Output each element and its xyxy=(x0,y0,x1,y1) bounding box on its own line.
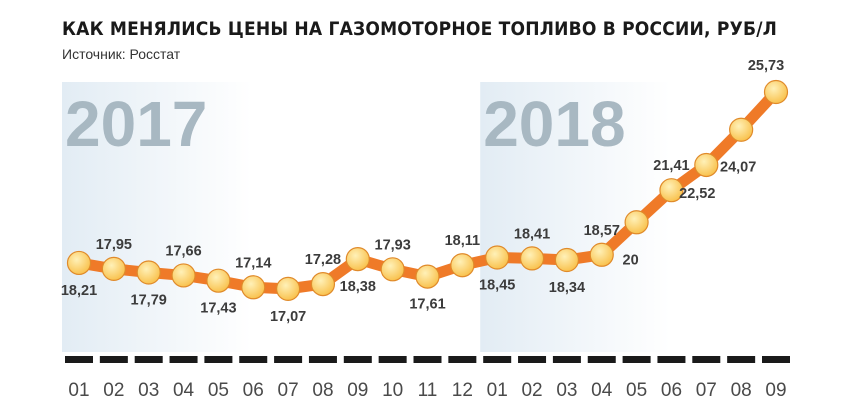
timeline-tick xyxy=(134,356,163,363)
data-point xyxy=(415,264,440,289)
timeline-tick xyxy=(204,356,233,363)
data-point xyxy=(729,117,754,142)
timeline-tick xyxy=(657,356,686,363)
data-label: 18,21 xyxy=(61,283,97,299)
timeline-tick xyxy=(552,356,581,363)
month-label: 11 xyxy=(418,380,438,401)
month-label: 09 xyxy=(765,380,786,401)
data-label: 22,52 xyxy=(679,186,715,202)
data-label: 18,41 xyxy=(514,226,550,242)
chart-title: КАК МЕНЯЛИСЬ ЦЕНЫ НА ГАЗОМОТОРНОЕ ТОПЛИВ… xyxy=(62,18,778,40)
data-label: 17,95 xyxy=(96,237,132,253)
timeline-tick xyxy=(762,356,790,363)
timeline-tick xyxy=(727,356,756,363)
data-point xyxy=(310,271,336,297)
data-label: 18,38 xyxy=(340,279,376,295)
data-label: 17,07 xyxy=(270,309,306,325)
month-label: 05 xyxy=(626,380,647,401)
year-labels: 2017 2018 xyxy=(65,88,626,160)
timeline-tick xyxy=(274,356,303,363)
data-label: 17,93 xyxy=(375,237,411,253)
month-label: 04 xyxy=(173,380,195,401)
data-labels: 18,21 17,95 17,79 17,66 17,43 17,14 17,07 17,28… xyxy=(61,58,784,325)
data-point xyxy=(380,257,405,282)
timeline-tick xyxy=(239,356,268,363)
timeline-tick xyxy=(622,356,651,363)
timeline-tick xyxy=(448,356,477,363)
data-point xyxy=(66,250,92,276)
timeline-tick xyxy=(692,356,721,363)
month-label: 03 xyxy=(556,380,577,401)
data-point xyxy=(136,260,161,285)
timeline-tick xyxy=(378,356,407,363)
month-label: 02 xyxy=(521,380,542,401)
month-label: 01 xyxy=(68,380,89,401)
timeline-tick xyxy=(413,356,442,363)
month-label: 06 xyxy=(243,380,264,401)
data-label: 17,79 xyxy=(131,293,167,309)
data-point xyxy=(519,246,545,271)
timeline-tick xyxy=(99,356,128,363)
year-label-2017: 2017 xyxy=(65,88,207,160)
timeline-tick xyxy=(308,356,337,363)
data-label: 18,11 xyxy=(445,233,481,249)
month-label: 06 xyxy=(661,380,682,401)
data-point xyxy=(345,246,370,272)
month-label: 09 xyxy=(347,380,368,401)
data-point xyxy=(206,268,231,293)
month-axis: 01 02 03 04 05 06 07 08 09 10 11 12 01 02 03 04 05 06 07 08… xyxy=(65,356,790,401)
month-label: 08 xyxy=(312,380,333,401)
data-label: 25,73 xyxy=(748,58,784,74)
year-band-2017 xyxy=(62,82,252,352)
data-label: 18,34 xyxy=(549,280,585,296)
chart-source: Источник: Росстат xyxy=(62,46,181,62)
data-points xyxy=(66,79,789,301)
month-label: 05 xyxy=(208,380,229,401)
data-point xyxy=(450,253,475,278)
data-point xyxy=(485,245,510,270)
month-label: 01 xyxy=(487,380,508,401)
data-point xyxy=(241,275,266,300)
timeline-tick xyxy=(65,356,93,363)
data-label: 18,57 xyxy=(584,223,620,239)
data-label: 17,43 xyxy=(200,301,236,317)
data-point xyxy=(694,152,719,178)
timeline-tick xyxy=(483,356,512,363)
data-label: 24,07 xyxy=(720,160,756,176)
data-point xyxy=(589,242,614,267)
data-point xyxy=(659,178,684,203)
data-point xyxy=(554,247,580,273)
data-point xyxy=(276,276,301,301)
data-point xyxy=(171,263,196,288)
month-label: 02 xyxy=(103,380,124,401)
month-label: 04 xyxy=(591,380,613,401)
month-label: 07 xyxy=(278,380,299,401)
data-label: 17,61 xyxy=(409,297,445,313)
year-label-2018: 2018 xyxy=(483,88,625,160)
timeline-tick xyxy=(343,356,372,363)
month-label: 08 xyxy=(731,380,752,401)
data-label: 17,28 xyxy=(305,252,341,268)
timeline-tick xyxy=(169,356,198,363)
month-label: 03 xyxy=(138,380,159,401)
data-point xyxy=(101,256,126,281)
timeline-tick xyxy=(587,356,616,363)
month-label: 12 xyxy=(452,380,473,401)
data-label: 17,66 xyxy=(165,243,201,259)
data-point xyxy=(763,79,789,105)
data-label: 20 xyxy=(623,252,639,268)
timeline-tick xyxy=(518,356,547,363)
data-label: 17,14 xyxy=(235,255,271,271)
data-point xyxy=(624,210,649,235)
data-label: 21,41 xyxy=(653,158,689,174)
month-label: 10 xyxy=(382,380,403,401)
data-label: 18,45 xyxy=(479,277,515,293)
month-label: 07 xyxy=(696,380,717,401)
